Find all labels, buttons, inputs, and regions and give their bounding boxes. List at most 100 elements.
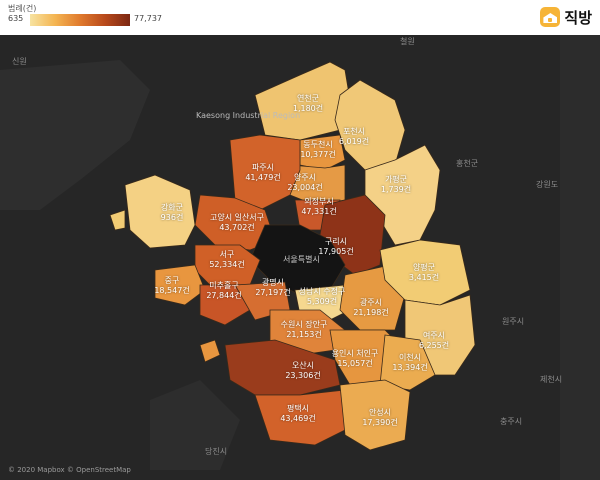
- region-name: 평택시: [286, 404, 310, 413]
- region-name: 성남시 수정구: [298, 287, 346, 296]
- region-count: 21,153건: [286, 330, 322, 339]
- region-label-guri[interactable]: 구리시 17,905건: [318, 237, 353, 257]
- region-label-pocheon[interactable]: 포천시 6,019건: [339, 127, 369, 147]
- region-label-uijeongbu[interactable]: 의정부시 47,331건: [301, 197, 336, 217]
- hongcheon-label: 홍천군: [456, 159, 479, 168]
- region-count: 17,905건: [318, 247, 354, 256]
- cheolwon-label: 철원: [400, 37, 415, 46]
- region-name: 가평군: [384, 175, 408, 184]
- region-name: 포천시: [342, 127, 366, 136]
- region-count: 13,394건: [392, 363, 428, 372]
- region-name: 의정부시: [304, 197, 334, 206]
- region-label-seogu[interactable]: 서구 52,334건: [209, 250, 244, 270]
- region-label-osan[interactable]: 오산시 23,306건: [285, 361, 320, 381]
- region-name: 서구: [219, 250, 235, 259]
- region-label-suwon[interactable]: 수원시 장안구 21,153건: [281, 320, 328, 340]
- region-label-junggu[interactable]: 중구 18,547건: [154, 276, 189, 296]
- region-name: 여주시: [422, 331, 446, 340]
- region-osan[interactable]: [224, 339, 341, 396]
- legend-min-value: 635: [8, 14, 24, 23]
- region-label-dongducheon[interactable]: 동두천시 10,377건: [300, 140, 335, 160]
- region-label-yeoju[interactable]: 여주시 6,255건: [419, 331, 449, 351]
- region-label-gwangmyeong[interactable]: 광명시 27,197건: [255, 278, 290, 298]
- region-count: 23,306건: [285, 371, 321, 380]
- legend-title: 범례(건): [8, 4, 37, 13]
- legend-max-value: 77,737: [134, 14, 162, 23]
- region-label-yangju[interactable]: 양주시 23,004건: [287, 173, 322, 193]
- region-count: 1,180건: [292, 104, 324, 113]
- region-name: 광주시: [359, 298, 383, 307]
- region-ganghwa[interactable]: [124, 174, 196, 249]
- region-label-seongnam[interactable]: 성남시 수정구 5,309건: [299, 287, 346, 307]
- region-name: 파주시: [251, 163, 275, 172]
- chungju-label: 충주시: [500, 417, 523, 426]
- region-label-anseong[interactable]: 안성시 17,390건: [362, 408, 397, 428]
- region-name: 광명시: [261, 278, 285, 287]
- region-label-yeoncheon[interactable]: 연천군 1,180건: [293, 94, 323, 114]
- gangwon-label: 강원도: [536, 180, 559, 189]
- house-icon: [540, 7, 561, 27]
- region-label-gwangju[interactable]: 광주시 21,198건: [353, 298, 388, 318]
- dangjin-label: 당진시: [205, 447, 228, 456]
- region-count: 41,479건: [245, 173, 281, 182]
- region-label-pyeongtaek[interactable]: 평택시 43,469건: [280, 404, 315, 424]
- region-anseong[interactable]: [339, 379, 411, 451]
- kaesong-label: Kaesong Industrial Region: [196, 111, 301, 120]
- east-land: [560, 35, 600, 480]
- region-name: 오산시: [291, 361, 315, 370]
- region-count: 15,057건: [337, 359, 373, 368]
- map-legend: 범례(건) 635 77,737: [8, 3, 162, 33]
- region-count: 1,739건: [380, 185, 412, 194]
- region-label-michuhol[interactable]: 미추홀구 27,844건: [206, 281, 241, 301]
- region-label-icheon[interactable]: 이천시 13,394건: [392, 353, 427, 373]
- region-count: 21,198건: [353, 308, 389, 317]
- region-label-ganghwa[interactable]: 강화군 936건: [161, 203, 184, 223]
- region-count: 936건: [160, 213, 184, 222]
- region-count: 6,255건: [418, 341, 450, 350]
- region-count: 27,197건: [255, 288, 291, 297]
- region-count: 10,377건: [300, 150, 336, 159]
- region-count: 6,019건: [338, 137, 370, 146]
- wonju-label: 원주시: [502, 317, 525, 326]
- region-label-paju[interactable]: 파주시 41,479건: [245, 163, 280, 183]
- region-name: 강화군: [160, 203, 184, 212]
- island-1: [109, 209, 126, 231]
- seoul-label: 서울특별시: [283, 255, 320, 264]
- region-name: 이천시: [398, 353, 422, 362]
- north-land: [0, 60, 150, 210]
- sinwon-label: 신원: [12, 57, 27, 66]
- island-2: [199, 339, 221, 363]
- region-count: 18,547건: [154, 286, 190, 295]
- region-count: 27,844건: [206, 291, 242, 300]
- region-label-yongin[interactable]: 용인시 처인구 15,057건: [332, 349, 379, 369]
- region-yangpyeong[interactable]: [379, 239, 471, 306]
- region-name: 수원시 장안구: [280, 320, 328, 329]
- region-icheon[interactable]: [379, 334, 436, 391]
- region-name: 용인시 처인구: [331, 349, 379, 358]
- region-count: 47,331건: [301, 207, 337, 216]
- region-name: 미추홀구: [209, 281, 239, 290]
- region-name: 안성시: [368, 408, 392, 417]
- region-count: 5,309건: [306, 297, 338, 306]
- region-name: 양주시: [293, 173, 317, 182]
- region-pocheon[interactable]: [334, 79, 406, 171]
- region-label-goyang[interactable]: 고양시 일산서구 43,702건: [210, 213, 264, 233]
- map-attribution: © 2020 Mapbox © OpenStreetMap: [8, 466, 131, 474]
- region-name: 연천군: [296, 94, 320, 103]
- zigbang-logo: 직방: [540, 4, 592, 30]
- region-count: 43,469건: [280, 414, 316, 423]
- south-land: [150, 380, 240, 470]
- region-name: 고양시 일산서구: [209, 213, 265, 222]
- map-canvas[interactable]: Kaesong Industrial Region 홍천군 강원도 원주시 제천…: [0, 35, 600, 480]
- jecheon-label: 제천시: [540, 375, 563, 384]
- region-count: 52,334건: [209, 260, 245, 269]
- region-name: 중구: [164, 276, 180, 285]
- region-label-gapyeong[interactable]: 가평군 1,739건: [381, 175, 411, 195]
- region-name: 동두천시: [303, 140, 333, 149]
- map-svg: [0, 35, 600, 480]
- legend-color-scale: [30, 14, 130, 26]
- region-label-yangpyeong[interactable]: 양평군 3,415건: [409, 263, 439, 283]
- region-junggu[interactable]: [154, 264, 206, 306]
- brand-name: 직방: [564, 8, 592, 27]
- region-count: 23,004건: [287, 183, 323, 192]
